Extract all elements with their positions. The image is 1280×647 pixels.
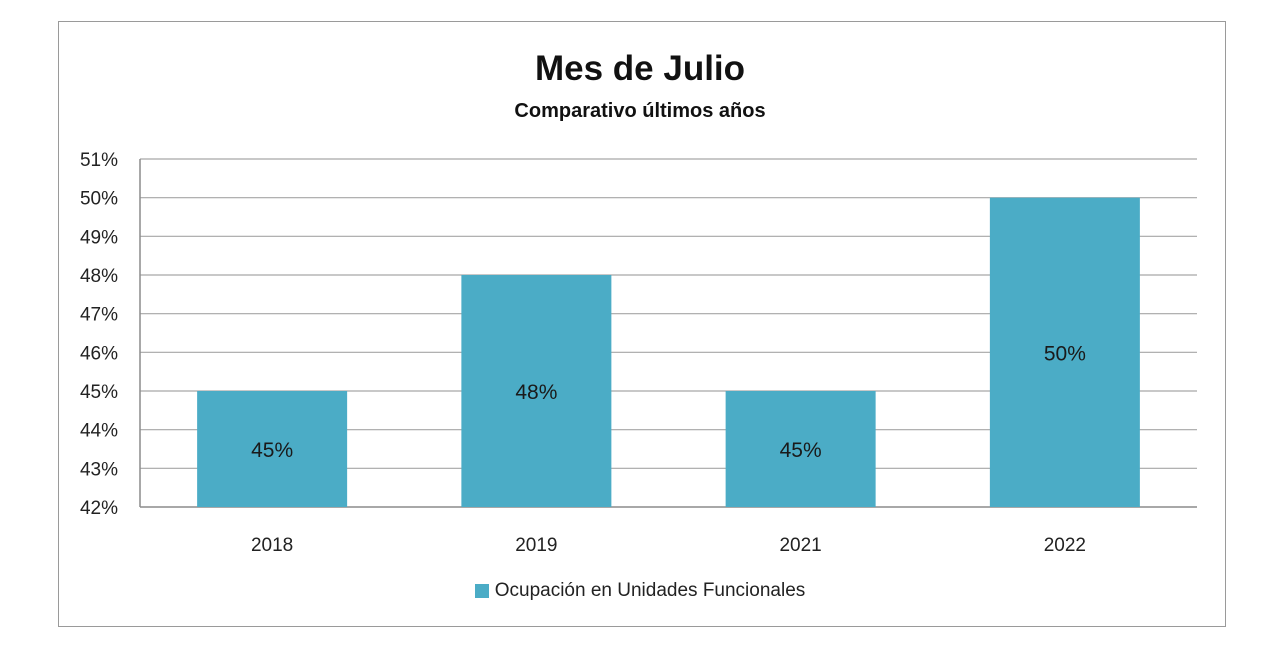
- x-tick-label: 2021: [779, 535, 821, 556]
- y-tick-label: 45%: [80, 382, 118, 403]
- bar: [725, 391, 876, 507]
- y-tick-label: 50%: [80, 189, 118, 210]
- y-tick-label: 42%: [80, 498, 118, 519]
- chart-subtitle: Comparativo últimos años: [514, 100, 766, 122]
- y-tick-label: 51%: [80, 150, 118, 171]
- y-tick-label: 46%: [80, 343, 118, 364]
- legend-swatch: [474, 584, 489, 598]
- data-label: 48%: [515, 381, 557, 404]
- bar: [197, 391, 348, 507]
- bar: [461, 275, 612, 507]
- y-tick-label: 43%: [80, 459, 118, 480]
- x-tick-label: 2018: [251, 535, 293, 556]
- y-tick-label: 47%: [80, 305, 118, 326]
- x-tick-label: 2019: [515, 535, 557, 556]
- data-label: 50%: [1044, 342, 1086, 365]
- y-tick-label: 48%: [80, 266, 118, 287]
- x-tick-label: 2022: [1044, 535, 1086, 556]
- data-label: 45%: [780, 439, 822, 462]
- y-tick-label: 44%: [80, 421, 118, 442]
- legend-label: Ocupación en Unidades Funcionales: [494, 580, 806, 601]
- legend: Ocupación en Unidades Funcionales: [0, 580, 1280, 602]
- chart-title: Mes de Julio: [534, 49, 746, 88]
- bar: [989, 197, 1140, 507]
- data-label: 45%: [251, 439, 293, 462]
- y-tick-label: 49%: [80, 227, 118, 248]
